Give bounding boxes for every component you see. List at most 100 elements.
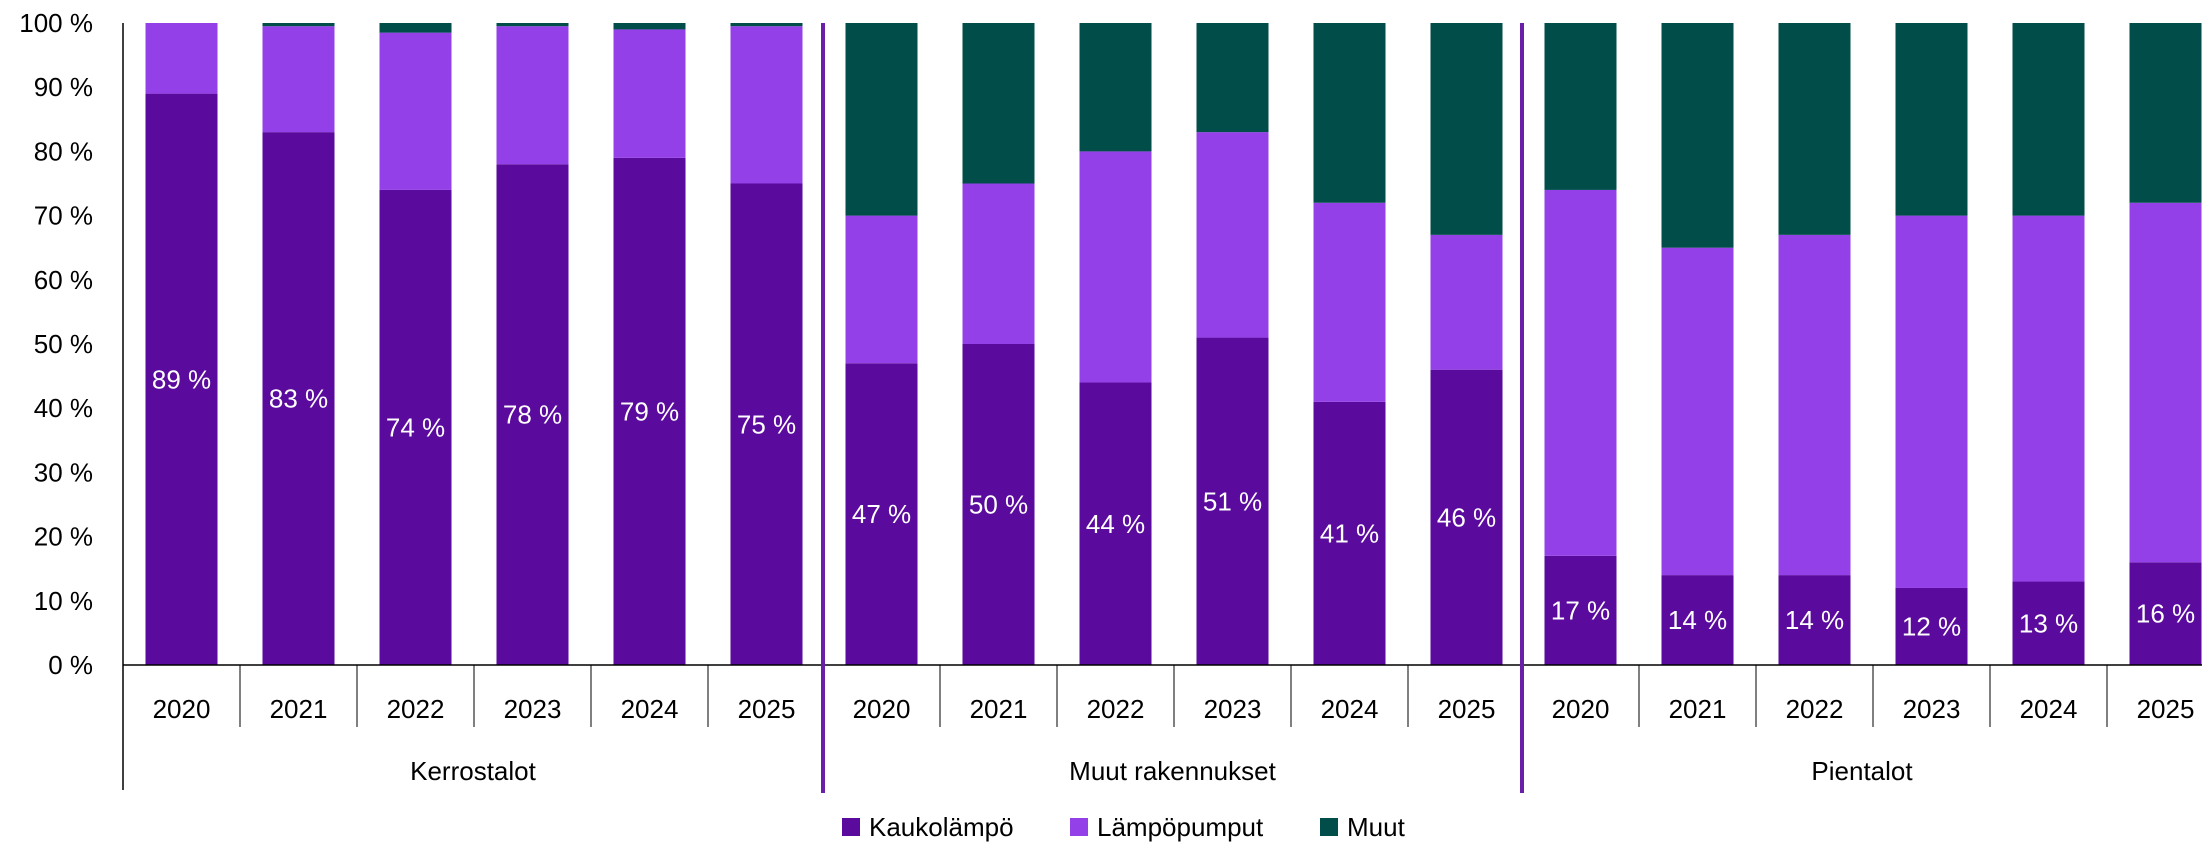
bar-segment (145, 23, 218, 94)
x-tick-label: 2020 (153, 694, 211, 724)
bar-segment (730, 23, 803, 27)
y-tick-label: 70 % (34, 201, 93, 231)
group-label: Kerrostalot (410, 756, 536, 786)
bar-segment (2129, 23, 2202, 203)
bar-segment (1895, 587, 1968, 665)
x-tick-label: 2020 (853, 694, 911, 724)
x-tick-label: 2025 (738, 694, 796, 724)
x-tick-label: 2023 (504, 694, 562, 724)
bar-segment (730, 26, 803, 184)
data-label: 17 % (1551, 595, 1610, 625)
y-tick-label: 40 % (34, 393, 93, 423)
y-tick-label: 0 % (48, 650, 93, 680)
bar-segment (962, 183, 1035, 344)
x-tick-label: 2023 (1903, 694, 1961, 724)
bar-segment (1196, 337, 1269, 665)
legend-label: Muut (1347, 812, 1406, 842)
bar-segment (845, 215, 918, 364)
legend-label: Lämpöpumput (1097, 812, 1264, 842)
y-tick-label: 90 % (34, 72, 93, 102)
bar-segment (1661, 23, 1734, 248)
data-label: 14 % (1785, 605, 1844, 635)
data-label: 78 % (503, 400, 562, 430)
bar-segment (1313, 401, 1386, 665)
bar-segment (2012, 23, 2085, 216)
x-tick-label: 2024 (2020, 694, 2078, 724)
legend-swatch (1070, 818, 1088, 836)
bar-segment (262, 26, 335, 133)
group-label: Pientalot (1811, 756, 1913, 786)
bar-segment (1778, 234, 1851, 576)
bar-segment (1661, 575, 1734, 665)
bar-segment (1430, 234, 1503, 370)
bar-segment (1079, 23, 1152, 152)
data-label: 51 % (1203, 486, 1262, 516)
x-tick-label: 2022 (387, 694, 445, 724)
x-tick-label: 2020 (1552, 694, 1610, 724)
bar-segment (1430, 23, 1503, 235)
y-tick-label: 30 % (34, 457, 93, 487)
bar-segment (2012, 215, 2085, 582)
bar-segment (962, 23, 1035, 184)
data-label: 12 % (1902, 611, 1961, 641)
bar-segment (1196, 23, 1269, 133)
bars (145, 23, 2202, 666)
data-label: 83 % (269, 384, 328, 414)
bar-segment (1079, 151, 1152, 383)
bar-segment (379, 23, 452, 33)
x-tick-label: 2025 (1438, 694, 1496, 724)
data-label: 44 % (1086, 509, 1145, 539)
x-tick-label: 2023 (1204, 694, 1262, 724)
bar-segment (2129, 202, 2202, 563)
y-tick-label: 60 % (34, 265, 93, 295)
bar-segment (379, 32, 452, 190)
bar-segment (1661, 247, 1734, 576)
legend-swatch (842, 818, 860, 836)
x-tick-label: 2025 (2137, 694, 2195, 724)
legend: Kaukolämpö Lämpöpumput Muut (842, 812, 1406, 842)
y-tick-label: 20 % (34, 522, 93, 552)
bar-segment (613, 157, 686, 665)
bar-segment (1544, 189, 1617, 556)
bar-segment (1778, 23, 1851, 235)
bar-segment (962, 344, 1035, 665)
data-label: 16 % (2136, 599, 2195, 629)
bar-segment (1778, 575, 1851, 665)
bar-segment (496, 26, 569, 165)
bar-segment (1196, 132, 1269, 338)
bar-segment (730, 183, 803, 665)
bar-segment (145, 93, 218, 666)
data-label: 75 % (737, 409, 796, 439)
bar-segment (1895, 23, 1968, 216)
bar-segment (262, 23, 335, 27)
bar-segment (496, 164, 569, 666)
bar-segment (1430, 369, 1503, 665)
bar-segment (1544, 23, 1617, 190)
data-label: 50 % (969, 490, 1028, 520)
x-tick-label: 2021 (970, 694, 1028, 724)
bar-segment (845, 23, 918, 216)
data-label: 46 % (1437, 502, 1496, 532)
data-label: 89 % (152, 364, 211, 394)
bar-segment (1313, 202, 1386, 402)
bar-segment (613, 23, 686, 30)
y-tick-label: 80 % (34, 136, 93, 166)
data-label: 14 % (1668, 605, 1727, 635)
data-label: 47 % (852, 499, 911, 529)
y-tick-label: 100 % (19, 8, 93, 38)
x-tick-label: 2024 (621, 694, 679, 724)
bar-segment (379, 189, 452, 666)
legend-swatch (1320, 818, 1338, 836)
bar-segment (496, 23, 569, 27)
bar-segment (1895, 215, 1968, 588)
bar-segment (262, 132, 335, 665)
x-tick-label: 2021 (270, 694, 328, 724)
x-axis: 2020 2021 2022 2023 2024 2025 Kerrostalot 2020 2… (122, 664, 2202, 790)
group-separators (821, 23, 1524, 793)
legend-label: Kaukolämpö (869, 812, 1014, 842)
group-label: Muut rakennukset (1069, 756, 1276, 786)
bar-segment (1544, 555, 1617, 665)
bar-segment (2012, 581, 2085, 665)
data-label: 41 % (1320, 518, 1379, 548)
